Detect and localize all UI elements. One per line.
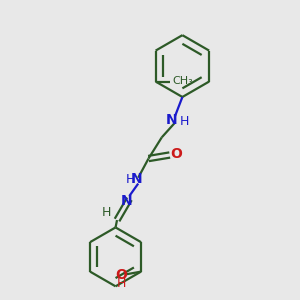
- Text: H: H: [102, 206, 111, 219]
- Text: O: O: [116, 268, 127, 282]
- Text: H: H: [125, 172, 135, 186]
- Text: CH₃: CH₃: [173, 76, 194, 86]
- Text: N: N: [121, 194, 133, 208]
- Text: H: H: [180, 115, 189, 128]
- Text: H: H: [117, 278, 126, 290]
- Text: N: N: [131, 172, 142, 186]
- Text: N: N: [166, 113, 177, 127]
- Text: O: O: [170, 146, 182, 161]
